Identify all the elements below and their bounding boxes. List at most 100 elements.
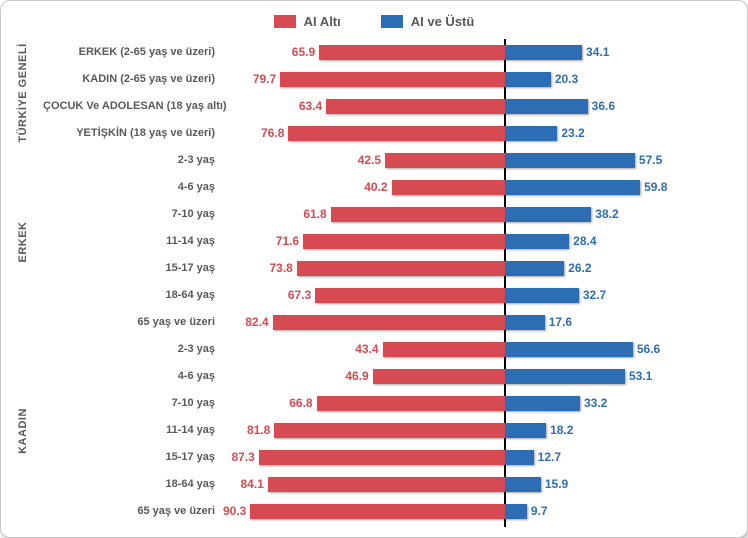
row: ERKEK (2-65 yaş ve üzeri) 65.9 34.1 xyxy=(43,39,729,66)
bar-right xyxy=(505,477,541,492)
category-label: 2-3 yaş xyxy=(43,154,215,166)
legend-label-right: AI ve Üstü xyxy=(411,14,475,29)
bar-right xyxy=(505,315,545,330)
plot-area: ERKEK (2-65 yaş ve üzeri) 65.9 34.1 KADIN (… xyxy=(43,39,729,527)
bar-left xyxy=(288,126,505,141)
row: 2-3 yaş 42.5 57.5 xyxy=(43,147,729,174)
bar-right xyxy=(505,423,546,438)
value-left: 81.8 xyxy=(234,423,270,437)
value-left: 65.9 xyxy=(279,45,315,59)
row: 15-17 yaş 87.3 12.7 xyxy=(43,444,729,471)
value-left: 87.3 xyxy=(219,450,255,464)
bar-right xyxy=(505,234,569,249)
value-right: 12.7 xyxy=(538,450,561,464)
value-left: 46.9 xyxy=(333,369,369,383)
row: YETİŞKİN (18 yaş ve üzeri)76.823.2 xyxy=(43,120,729,147)
value-left: 82.4 xyxy=(233,315,269,329)
value-left: 40.2 xyxy=(352,180,388,194)
bar-left xyxy=(319,45,505,60)
category-label: 11-14 yaş xyxy=(43,235,215,247)
bar-left xyxy=(331,207,505,222)
bar-right xyxy=(505,504,527,519)
value-right: 20.3 xyxy=(555,72,578,86)
value-left: 84.1 xyxy=(228,477,264,491)
row: 4-6 yaş 40.2 59.8 xyxy=(43,174,729,201)
bar-right xyxy=(505,450,534,465)
bar-left xyxy=(392,180,505,195)
category-label: 15-17 yaş xyxy=(43,262,215,274)
category-label: 11-14 yaş xyxy=(43,424,215,436)
category-label: 15-17 yaş xyxy=(43,451,215,463)
group-label: KAADIN xyxy=(17,336,29,525)
value-right: 28.4 xyxy=(573,234,596,248)
value-right: 15.9 xyxy=(545,477,568,491)
bar-left xyxy=(280,72,505,87)
legend-item-right: AI ve Üstü xyxy=(381,14,475,29)
category-label: ÇOCUK Ve ADOLESAN (18 yaş altı) xyxy=(43,100,215,112)
row: 65 yaş ve üzeri90.3 9.7 xyxy=(43,498,729,525)
category-label: 4-6 yaş xyxy=(43,181,215,193)
value-left: 90.3 xyxy=(210,504,246,518)
value-right: 34.1 xyxy=(586,45,609,59)
bar-right xyxy=(505,261,564,276)
value-left: 67.3 xyxy=(275,288,311,302)
row: 4-6 yaş46.953.1 xyxy=(43,363,729,390)
bar-right xyxy=(505,288,579,303)
bar-left xyxy=(315,288,505,303)
category-label: 18-64 yaş xyxy=(43,478,215,490)
bar-left xyxy=(317,396,505,411)
group-label: ERKEK xyxy=(17,147,29,336)
category-label: 65 yaş ve üzeri xyxy=(43,316,215,328)
value-left: 66.8 xyxy=(277,396,313,410)
bar-right xyxy=(505,72,551,87)
value-left: 42.5 xyxy=(345,153,381,167)
group-label: TÜRKİYE GENELİ xyxy=(17,39,29,147)
bar-left xyxy=(326,99,505,114)
row: 18-64 yaş 84.1 15.9 xyxy=(43,471,729,498)
value-right: 36.6 xyxy=(592,99,615,113)
category-label: 2-3 yaş xyxy=(43,343,215,355)
bar-right xyxy=(505,126,557,141)
legend: AI Altı AI ve Üstü xyxy=(1,7,747,35)
value-left: 76.8 xyxy=(248,126,284,140)
bar-left xyxy=(297,261,505,276)
bar-left xyxy=(373,369,505,384)
value-right: 17.6 xyxy=(549,315,572,329)
value-right: 38.2 xyxy=(595,207,618,221)
category-label: 4-6 yaş xyxy=(43,370,215,382)
bar-right xyxy=(505,99,588,114)
row: 7-10 yaş61.838.2 xyxy=(43,201,729,228)
bar-right xyxy=(505,180,640,195)
value-right: 57.5 xyxy=(639,153,662,167)
legend-item-left: AI Altı xyxy=(274,14,341,29)
bar-left xyxy=(268,477,505,492)
row: 11-14 yaş 81.8 18.2 xyxy=(43,417,729,444)
bar-right xyxy=(505,342,633,357)
value-right: 18.2 xyxy=(550,423,573,437)
plot: ERKEK (2-65 yaş ve üzeri) 65.9 34.1 KADIN (… xyxy=(15,39,729,527)
row: 65 yaş ve üzeri 82.4 17.6 xyxy=(43,309,729,336)
value-left: 79.7 xyxy=(240,72,276,86)
legend-swatch-left xyxy=(274,15,296,28)
category-label: 7-10 yaş xyxy=(43,397,215,409)
bar-left xyxy=(385,153,505,168)
value-right: 26.2 xyxy=(568,261,591,275)
category-label: YETİŞKİN (18 yaş ve üzeri) xyxy=(43,127,215,139)
row: 2-3 yaş43.456.6 xyxy=(43,336,729,363)
row: 7-10 yaş 66.8 33.2 xyxy=(43,390,729,417)
bar-left xyxy=(303,234,505,249)
bar-left xyxy=(250,504,505,519)
value-right: 33.2 xyxy=(584,396,607,410)
value-right: 59.8 xyxy=(644,180,667,194)
value-left: 71.6 xyxy=(263,234,299,248)
chart-frame: AI Altı AI ve Üstü ERKEK (2-65 yaş ve üz… xyxy=(0,0,748,538)
bar-right xyxy=(505,369,625,384)
bar-left xyxy=(273,315,505,330)
category-label: 65 yaş ve üzeri xyxy=(43,505,215,517)
category-label: KADIN (2-65 yaş ve üzeri) xyxy=(43,73,215,85)
category-label: 18-64 yaş xyxy=(43,289,215,301)
legend-swatch-right xyxy=(381,15,403,28)
value-right: 32.7 xyxy=(583,288,606,302)
value-right: 9.7 xyxy=(531,504,548,518)
category-label: ERKEK (2-65 yaş ve üzeri) xyxy=(43,46,215,58)
